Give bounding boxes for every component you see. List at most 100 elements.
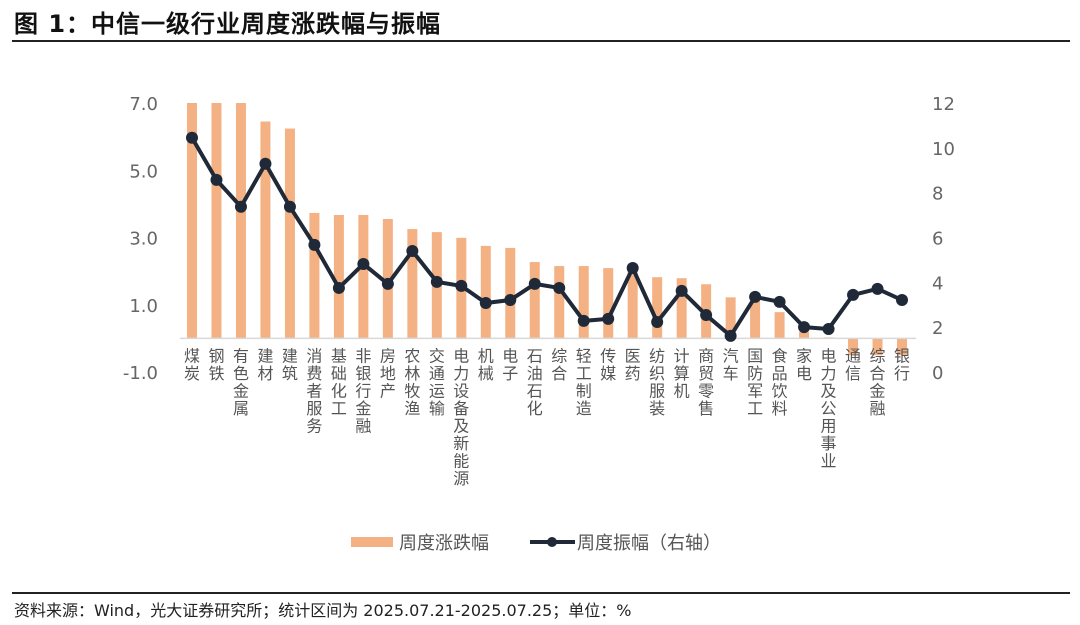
bar: [603, 268, 614, 339]
x-category-label: 煤炭: [184, 347, 200, 384]
line-marker: [186, 131, 198, 144]
bar: [309, 212, 320, 339]
svg-text:械: 械: [478, 364, 494, 383]
svg-text:机: 机: [674, 382, 690, 401]
x-category-label: 房地产: [380, 347, 396, 401]
svg-text:基: 基: [331, 347, 347, 366]
left-axis-tick: 5.0: [129, 161, 158, 182]
bar: [872, 338, 883, 356]
svg-text:能: 能: [453, 452, 469, 471]
svg-text:纺: 纺: [649, 347, 665, 366]
svg-text:通: 通: [429, 364, 445, 383]
line-marker: [283, 200, 296, 213]
right-axis-tick: 6: [932, 229, 943, 250]
svg-text:事: 事: [821, 434, 837, 453]
svg-text:食: 食: [772, 347, 788, 366]
svg-text:新: 新: [453, 434, 469, 453]
line-marker: [528, 277, 541, 290]
bar: [750, 297, 761, 339]
svg-text:地: 地: [380, 364, 396, 383]
svg-text:药: 药: [625, 364, 641, 383]
svg-text:备: 备: [453, 399, 469, 418]
svg-text:装: 装: [649, 399, 665, 418]
x-category-label: 综合: [551, 347, 567, 384]
line-series-weekly-amplitude: [186, 131, 908, 342]
bar: [725, 297, 736, 339]
line-marker: [626, 261, 639, 274]
svg-text:房: 房: [380, 347, 396, 366]
svg-text:贸: 贸: [698, 364, 714, 383]
bar: [554, 266, 565, 339]
line-marker: [871, 282, 884, 295]
svg-text:造: 造: [576, 399, 592, 418]
svg-text:电: 电: [796, 364, 812, 383]
legend-label-bar: 周度涨跌幅: [399, 533, 489, 554]
left-axis-tick: 7.0: [129, 94, 158, 115]
x-axis-category-labels: 煤炭钢铁有色金属建材建筑消费者服务基础化工非银行金融房地产农林牧渔交通运输电力设…: [184, 347, 910, 489]
svg-text:产: 产: [380, 382, 396, 401]
line-marker: [357, 257, 370, 270]
svg-text:品: 品: [772, 364, 788, 383]
line-marker: [430, 275, 443, 288]
svg-text:子: 子: [502, 364, 518, 383]
svg-text:通: 通: [845, 347, 861, 366]
svg-text:综: 综: [870, 347, 886, 366]
line-marker: [479, 296, 492, 309]
bar: [848, 338, 859, 356]
left-axis-tick: -1.0: [123, 363, 158, 384]
right-axis-tick: 4: [932, 273, 943, 294]
svg-text:及: 及: [821, 382, 837, 401]
svg-text:电: 电: [821, 347, 837, 366]
right-axis-tick: 8: [932, 184, 943, 205]
line-marker: [553, 281, 566, 294]
svg-text:属: 属: [233, 399, 249, 418]
svg-text:轻: 轻: [576, 347, 592, 366]
svg-text:化: 化: [331, 382, 347, 401]
svg-text:商: 商: [698, 347, 714, 366]
amplitude-line: [190, 136, 903, 338]
svg-text:建: 建: [257, 347, 273, 366]
bar: [211, 103, 222, 339]
svg-text:工: 工: [747, 399, 763, 418]
svg-text:合: 合: [551, 364, 567, 383]
line-marker: [896, 294, 908, 307]
right-axis-tick: 2: [932, 318, 943, 339]
svg-text:色: 色: [233, 364, 249, 383]
svg-text:制: 制: [576, 382, 592, 401]
bar: [578, 266, 589, 339]
line-marker: [259, 157, 272, 170]
svg-text:者: 者: [306, 382, 322, 401]
x-category-label: 电子: [502, 347, 518, 384]
svg-text:传: 传: [600, 347, 616, 366]
svg-text:服: 服: [649, 382, 665, 401]
line-marker: [455, 279, 468, 292]
svg-text:计: 计: [674, 347, 690, 366]
svg-text:铁: 铁: [208, 364, 224, 383]
x-category-label: 银行: [894, 347, 910, 384]
svg-text:工: 工: [331, 399, 347, 418]
line-marker: [234, 200, 247, 213]
svg-text:融: 融: [870, 399, 886, 418]
right-axis-tick: 10: [932, 139, 955, 160]
svg-text:电: 电: [502, 347, 518, 366]
svg-text:车: 车: [723, 364, 739, 383]
svg-text:费: 费: [306, 364, 322, 383]
source-note: 资料来源：Wind，光大证券研究所；统计区间为 2025.07.21-2025.…: [14, 601, 632, 620]
svg-text:用: 用: [821, 417, 837, 436]
x-category-label: 建筑: [282, 347, 298, 384]
line-marker: [577, 314, 590, 327]
line-marker: [798, 321, 811, 334]
x-category-label: 通信: [845, 347, 861, 384]
x-category-label: 汽车: [723, 347, 739, 384]
svg-text:公: 公: [821, 399, 837, 418]
bar: [235, 103, 246, 339]
